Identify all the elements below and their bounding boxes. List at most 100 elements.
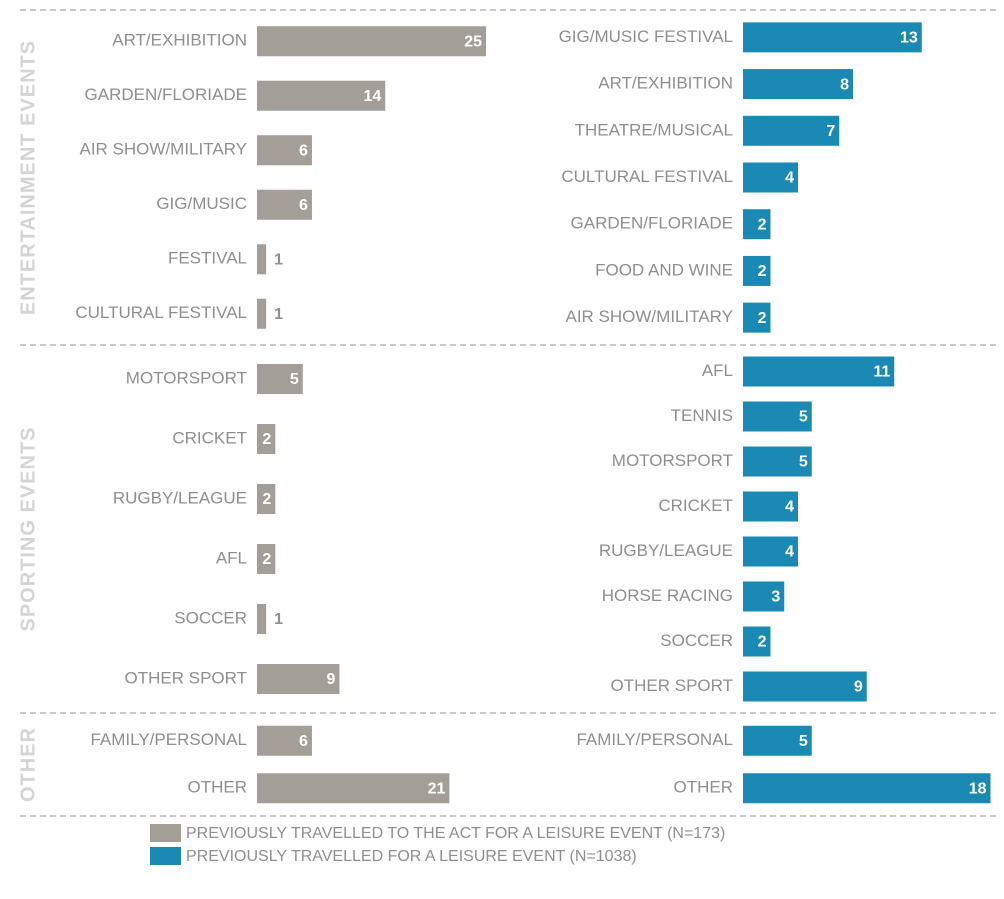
value-label: 8 <box>840 76 849 93</box>
bar <box>257 26 486 57</box>
category-label: OTHER SPORT <box>611 676 733 695</box>
bar <box>743 626 771 657</box>
bar <box>743 773 991 804</box>
value-label: 18 <box>969 780 987 797</box>
section-label: OTHER <box>17 727 39 802</box>
category-label: THEATRE/MUSICAL <box>575 120 733 139</box>
bar <box>743 115 840 146</box>
bar <box>257 484 276 514</box>
value-label: 5 <box>799 409 808 426</box>
value-label: 6 <box>299 142 308 159</box>
value-label: 2 <box>262 491 271 508</box>
category-label: OTHER <box>188 778 248 797</box>
value-label: 25 <box>464 33 482 50</box>
bar <box>257 604 267 634</box>
category-label: HORSE RACING <box>602 586 733 605</box>
value-label: 6 <box>299 197 308 214</box>
category-label: AFL <box>216 548 247 567</box>
category-label: TENNIS <box>671 406 733 425</box>
category-label: CRICKET <box>658 496 733 515</box>
value-label: 2 <box>758 634 767 651</box>
category-label: OTHER <box>674 778 734 797</box>
legend-swatch <box>150 824 181 842</box>
value-label: 4 <box>785 499 794 516</box>
bar <box>743 536 798 567</box>
value-label: 1 <box>274 611 283 628</box>
bar <box>743 401 812 432</box>
section-label: ENTERTAINMENT EVENTS <box>17 40 39 315</box>
bar <box>743 671 867 702</box>
value-label: 14 <box>363 88 381 105</box>
legend-label: PREVIOUSLY TRAVELLED FOR A LEISURE EVENT… <box>186 848 637 865</box>
category-label: OTHER SPORT <box>125 668 247 687</box>
category-label: FESTIVAL <box>168 249 247 268</box>
section-label: SPORTING EVENTS <box>17 426 39 631</box>
bar <box>257 725 312 756</box>
bar <box>743 22 922 53</box>
value-label: 4 <box>785 544 794 561</box>
bar <box>743 302 771 333</box>
bar <box>743 446 812 477</box>
value-label: 4 <box>785 170 794 187</box>
value-label: 13 <box>900 30 918 47</box>
value-label: 2 <box>758 216 767 233</box>
legend-label: PREVIOUSLY TRAVELLED TO THE ACT FOR A LE… <box>186 825 725 842</box>
value-label: 2 <box>758 263 767 280</box>
bar <box>257 364 303 394</box>
category-label: ART/EXHIBITION <box>112 31 247 50</box>
category-label: ART/EXHIBITION <box>598 74 733 93</box>
category-label: FOOD AND WINE <box>595 260 733 279</box>
category-label: CULTURAL FESTIVAL <box>75 303 247 322</box>
value-label: 1 <box>274 306 283 323</box>
category-label: MOTORSPORT <box>612 451 733 470</box>
bar <box>257 298 267 329</box>
category-label: AIR SHOW/MILITARY <box>79 140 247 159</box>
value-label: 5 <box>799 733 808 750</box>
value-label: 5 <box>290 371 299 388</box>
value-label: 9 <box>327 671 336 688</box>
category-label: FAMILY/PERSONAL <box>90 730 247 749</box>
value-label: 11 <box>873 364 890 381</box>
value-label: 3 <box>771 589 780 606</box>
category-label: CULTURAL FESTIVAL <box>561 167 733 186</box>
bar <box>257 189 312 220</box>
category-label: RUGBY/LEAGUE <box>113 488 247 507</box>
value-label: 2 <box>262 551 271 568</box>
bar <box>743 162 798 193</box>
value-label: 2 <box>758 310 767 327</box>
bar <box>257 544 276 574</box>
bar <box>257 773 450 804</box>
value-label: 5 <box>799 454 808 471</box>
category-label: GIG/MUSIC <box>156 194 247 213</box>
bar <box>743 491 798 522</box>
category-label: CRICKET <box>172 428 247 447</box>
value-label: 7 <box>826 123 835 140</box>
bar <box>743 255 771 286</box>
category-label: SOCCER <box>174 608 247 627</box>
bar <box>743 581 785 612</box>
category-label: FAMILY/PERSONAL <box>576 730 733 749</box>
category-label: RUGBY/LEAGUE <box>599 541 733 560</box>
value-label: 1 <box>274 251 283 268</box>
bar <box>257 664 340 694</box>
category-label: MOTORSPORT <box>126 368 247 387</box>
bar <box>257 135 312 166</box>
category-label: SOCCER <box>660 631 733 650</box>
category-label: AFL <box>702 361 733 380</box>
bar <box>743 725 812 756</box>
value-label: 21 <box>428 780 446 797</box>
legend-swatch <box>150 847 181 865</box>
bar <box>257 80 386 111</box>
value-label: 9 <box>854 679 863 696</box>
value-label: 2 <box>262 431 271 448</box>
category-label: GARDEN/FLORIADE <box>571 214 733 233</box>
category-label: GIG/MUSIC FESTIVAL <box>559 27 733 46</box>
bar <box>743 209 771 240</box>
bar <box>743 69 853 100</box>
bar <box>257 424 276 454</box>
category-label: AIR SHOW/MILITARY <box>565 307 733 326</box>
bar <box>743 356 895 387</box>
bar <box>257 244 267 275</box>
value-label: 6 <box>299 733 308 750</box>
